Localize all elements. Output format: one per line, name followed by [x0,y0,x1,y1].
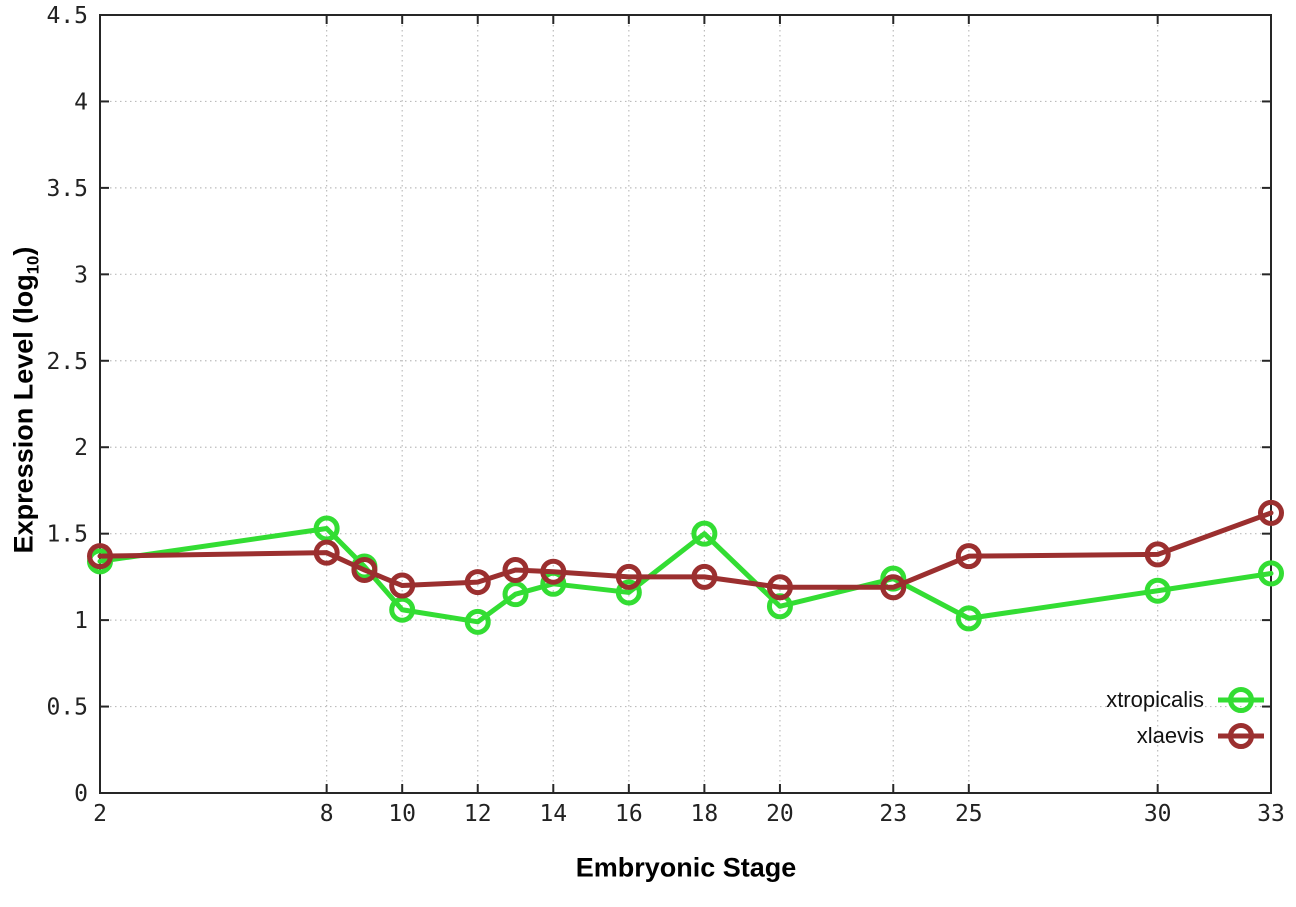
y-tick-label: 0.5 [46,695,88,721]
data-point-xlaevis-stage-8 [313,539,340,566]
plot-border [99,14,1272,794]
x-tick-label: 10 [388,801,416,827]
data-point-xlaevis-stage-23 [880,574,907,601]
x-tick-label: 33 [1257,801,1285,827]
y-tick-label: 4 [74,89,88,115]
x-tick-label: 8 [320,801,334,827]
data-point-xtropicalis-stage-33 [1258,560,1284,587]
x-tick-label: 2 [93,801,107,827]
data-point-xtropicalis-stage-12 [464,608,491,635]
data-point-xlaevis-stage-18 [691,563,718,590]
series-xlaevis [87,499,1284,601]
data-point-xlaevis-stage-13 [502,556,529,583]
data-point-xlaevis-stage-16 [615,563,642,590]
data-point-xlaevis-stage-10 [389,572,416,599]
data-point-xtropicalis-stage-30 [1144,577,1171,604]
x-tick-label: 23 [879,801,907,827]
data-point-xtropicalis-stage-25 [955,605,982,632]
legend-label-xtropicalis: xtropicalis [1106,687,1204,712]
axis-ticks [99,14,1272,794]
data-point-xlaevis-stage-9 [351,556,378,583]
legend: xtropicalis xlaevis [1106,684,1266,752]
data-point-xtropicalis-stage-10 [389,596,416,623]
data-point-xlaevis-stage-2 [87,543,113,570]
x-tick-label: 25 [955,801,983,827]
y-axis-title-text: Expression Level (log [8,274,39,554]
data-point-xtropicalis-stage-16 [615,579,642,606]
x-tick-label: 14 [539,801,567,827]
y-tick-labels: 0 0.5 1 1.5 2 2.5 3 3.5 4 4.5 [46,3,88,807]
y-tick-label: 2.5 [46,349,88,375]
y-tick-label: 1 [74,608,88,634]
y-tick-label: 2 [74,435,88,461]
x-axis-title: Embryonic Stage [575,852,797,883]
y-axis-title-subscript: 10 [23,255,43,275]
legend-marker-xtropicalis-icon [1218,687,1264,713]
y-tick-label: 0 [74,781,88,807]
data-point-xlaevis-stage-33 [1258,499,1284,526]
x-tick-label: 20 [766,801,794,827]
x-tick-label: 12 [464,801,492,827]
x-tick-label: 30 [1144,801,1172,827]
x-tick-label: 16 [615,801,643,827]
legend-marker-xlaevis-icon [1218,723,1264,749]
data-point-xtropicalis-stage-18 [691,520,718,547]
legend-item-xtropicalis: xtropicalis [1106,684,1266,716]
data-point-xlaevis-stage-30 [1144,541,1171,568]
series-line-xlaevis [97,510,1274,590]
y-tick-label: 1.5 [46,522,88,548]
y-tick-label: 4.5 [46,3,88,29]
y-axis-title-close: ) [8,246,39,256]
y-tick-label: 3 [74,262,88,288]
legend-item-xlaevis: xlaevis [1137,720,1266,752]
data-point-xtropicalis-stage-13 [502,581,529,608]
data-point-xlaevis-stage-12 [464,569,491,596]
data-point-xlaevis-stage-14 [540,558,567,585]
y-tick-label: 3.5 [46,176,88,202]
x-tick-label: 18 [691,801,719,827]
grid-lines [100,15,1271,793]
y-axis-title: Expression Level (log10) [8,247,43,554]
data-point-xtropicalis-stage-8 [313,515,340,542]
data-point-xlaevis-stage-20 [766,574,793,601]
x-tick-labels: 2 8 10 12 14 16 18 20 23 25 30 33 [93,801,1285,827]
data-point-xlaevis-stage-25 [955,543,982,570]
legend-label-xlaevis: xlaevis [1136,723,1204,748]
